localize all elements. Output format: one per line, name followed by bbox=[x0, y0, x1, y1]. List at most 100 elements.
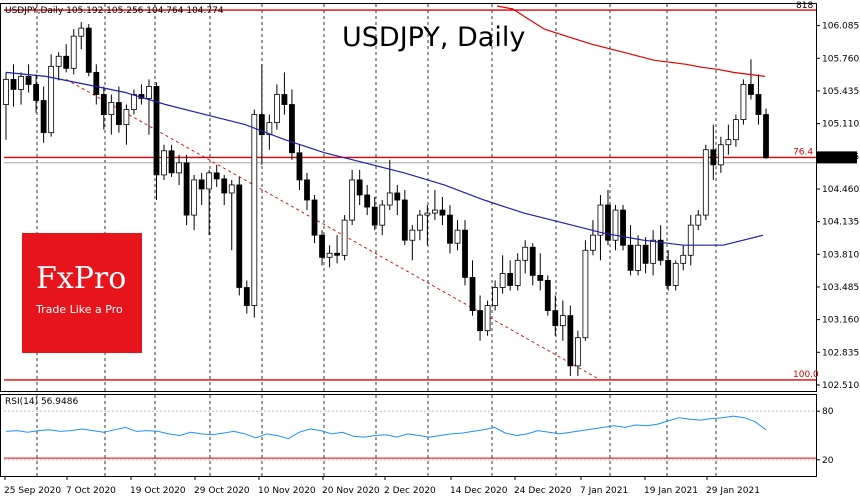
candle-body bbox=[559, 315, 566, 327]
candle-body bbox=[755, 94, 762, 115]
candle-body bbox=[650, 239, 657, 264]
moving-average-slow bbox=[496, 5, 766, 77]
candle-body bbox=[100, 94, 107, 115]
rsi-label: RSI(14) 56.9486 bbox=[5, 397, 78, 407]
candle-body bbox=[657, 239, 664, 261]
candle-body bbox=[281, 94, 288, 105]
candle-body bbox=[401, 199, 408, 241]
candle-body bbox=[304, 179, 310, 201]
price-tick-label: 103.160 bbox=[822, 316, 859, 326]
price-tick-label: 102.835 bbox=[822, 348, 859, 358]
candle-body bbox=[341, 219, 348, 256]
candle-body bbox=[25, 75, 32, 85]
time-tick-label: 7 Jan 2021 bbox=[580, 486, 628, 496]
candle-body bbox=[416, 214, 423, 231]
candle-body bbox=[409, 229, 416, 241]
time-tick-label: 10 Nov 2020 bbox=[258, 486, 316, 496]
time-tick-label: 19 Jan 2021 bbox=[644, 486, 698, 496]
rsi-tick-label: 80 bbox=[822, 407, 834, 417]
candle-body bbox=[123, 109, 130, 126]
rsi-line bbox=[5, 415, 767, 440]
candle-body bbox=[379, 204, 386, 226]
candle-body bbox=[665, 259, 672, 286]
candle-body bbox=[695, 214, 702, 226]
fib-level-label: 100.0 bbox=[793, 370, 819, 380]
candle-body bbox=[642, 244, 649, 264]
candle-body bbox=[33, 84, 39, 101]
candle-body bbox=[236, 184, 243, 288]
candle-body bbox=[537, 275, 544, 281]
candle-body bbox=[311, 199, 318, 236]
candle-body bbox=[529, 246, 536, 276]
candle-body bbox=[597, 204, 604, 236]
candle-body bbox=[394, 192, 401, 201]
candle-body bbox=[168, 150, 175, 174]
candle-body bbox=[627, 244, 634, 271]
candle-body bbox=[221, 178, 228, 194]
rsi-panel-frame bbox=[0, 394, 817, 477]
candle-body bbox=[733, 119, 739, 141]
fib-levels: 76.4 100.0 bbox=[4, 9, 819, 381]
moving-averages bbox=[5, 5, 766, 246]
candle-body bbox=[492, 287, 499, 306]
candle-body bbox=[40, 100, 47, 134]
candle-body bbox=[258, 114, 265, 136]
moving-average-fast bbox=[5, 71, 764, 246]
candle-body bbox=[544, 280, 551, 311]
candle-body bbox=[296, 152, 303, 181]
candle-body bbox=[146, 86, 152, 99]
candle-body bbox=[108, 102, 115, 115]
symbol-header: USDJPY,Daily 105.192 105.256 104.764 104… bbox=[5, 6, 224, 16]
candle-body bbox=[48, 65, 55, 134]
candle-body bbox=[507, 272, 514, 286]
candle-body bbox=[590, 234, 596, 251]
time-tick-label: 20 Nov 2020 bbox=[322, 486, 380, 496]
logo-tagline: Trade Like a Pro bbox=[36, 303, 123, 316]
candle-body bbox=[364, 194, 371, 208]
vertical-grid bbox=[36, 4, 717, 476]
price-tick-label: 105.435 bbox=[822, 87, 859, 97]
candle-body bbox=[710, 149, 717, 166]
candle-body bbox=[484, 305, 491, 332]
candle-body bbox=[725, 139, 732, 146]
candle-body bbox=[605, 204, 611, 241]
candle-body bbox=[153, 86, 160, 176]
candle-body bbox=[454, 229, 461, 244]
price-tick-label: 105.760 bbox=[822, 54, 859, 64]
time-tick-label: 29 Oct 2020 bbox=[194, 486, 250, 496]
fib-level-label: 76.4 bbox=[793, 147, 813, 157]
candle-body bbox=[514, 259, 521, 286]
candle-body bbox=[213, 172, 220, 180]
time-tick-label: 19 Oct 2020 bbox=[130, 486, 186, 496]
candle-body bbox=[78, 27, 85, 37]
time-tick-label: 2 Dec 2020 bbox=[384, 486, 436, 496]
candle-body bbox=[251, 114, 258, 306]
candle-body bbox=[687, 224, 694, 256]
rsi-tick-label: 20 bbox=[822, 456, 834, 466]
price-top-label: 818 bbox=[796, 1, 813, 11]
time-tick-label: 25 Sep 2020 bbox=[4, 486, 61, 496]
candle-body bbox=[85, 27, 92, 73]
time-tick-label: 29 Jan 2021 bbox=[706, 486, 760, 496]
candle-body bbox=[740, 84, 747, 120]
candle-body bbox=[319, 234, 325, 258]
price-axis: 106.085105.760105.435105.110104.785104.4… bbox=[796, 1, 859, 391]
candle-body bbox=[63, 55, 70, 69]
price-tick-label: 104.135 bbox=[822, 218, 859, 228]
candle-body bbox=[522, 246, 529, 261]
candle-body bbox=[574, 337, 581, 367]
candle-body bbox=[273, 94, 280, 124]
candle-body bbox=[432, 209, 438, 214]
candle-body bbox=[55, 55, 62, 67]
candle-body bbox=[439, 209, 446, 216]
price-tick-label: 105.110 bbox=[822, 120, 859, 130]
candle-body bbox=[552, 310, 559, 327]
candle-body bbox=[620, 209, 626, 246]
rsi-indicator: 80 20 bbox=[4, 407, 834, 466]
candle-body bbox=[763, 114, 769, 159]
price-tick-label: 103.810 bbox=[822, 250, 859, 260]
current-price-box bbox=[817, 151, 857, 164]
candle-body bbox=[3, 78, 9, 105]
price-tick-label: 102.510 bbox=[822, 381, 859, 391]
